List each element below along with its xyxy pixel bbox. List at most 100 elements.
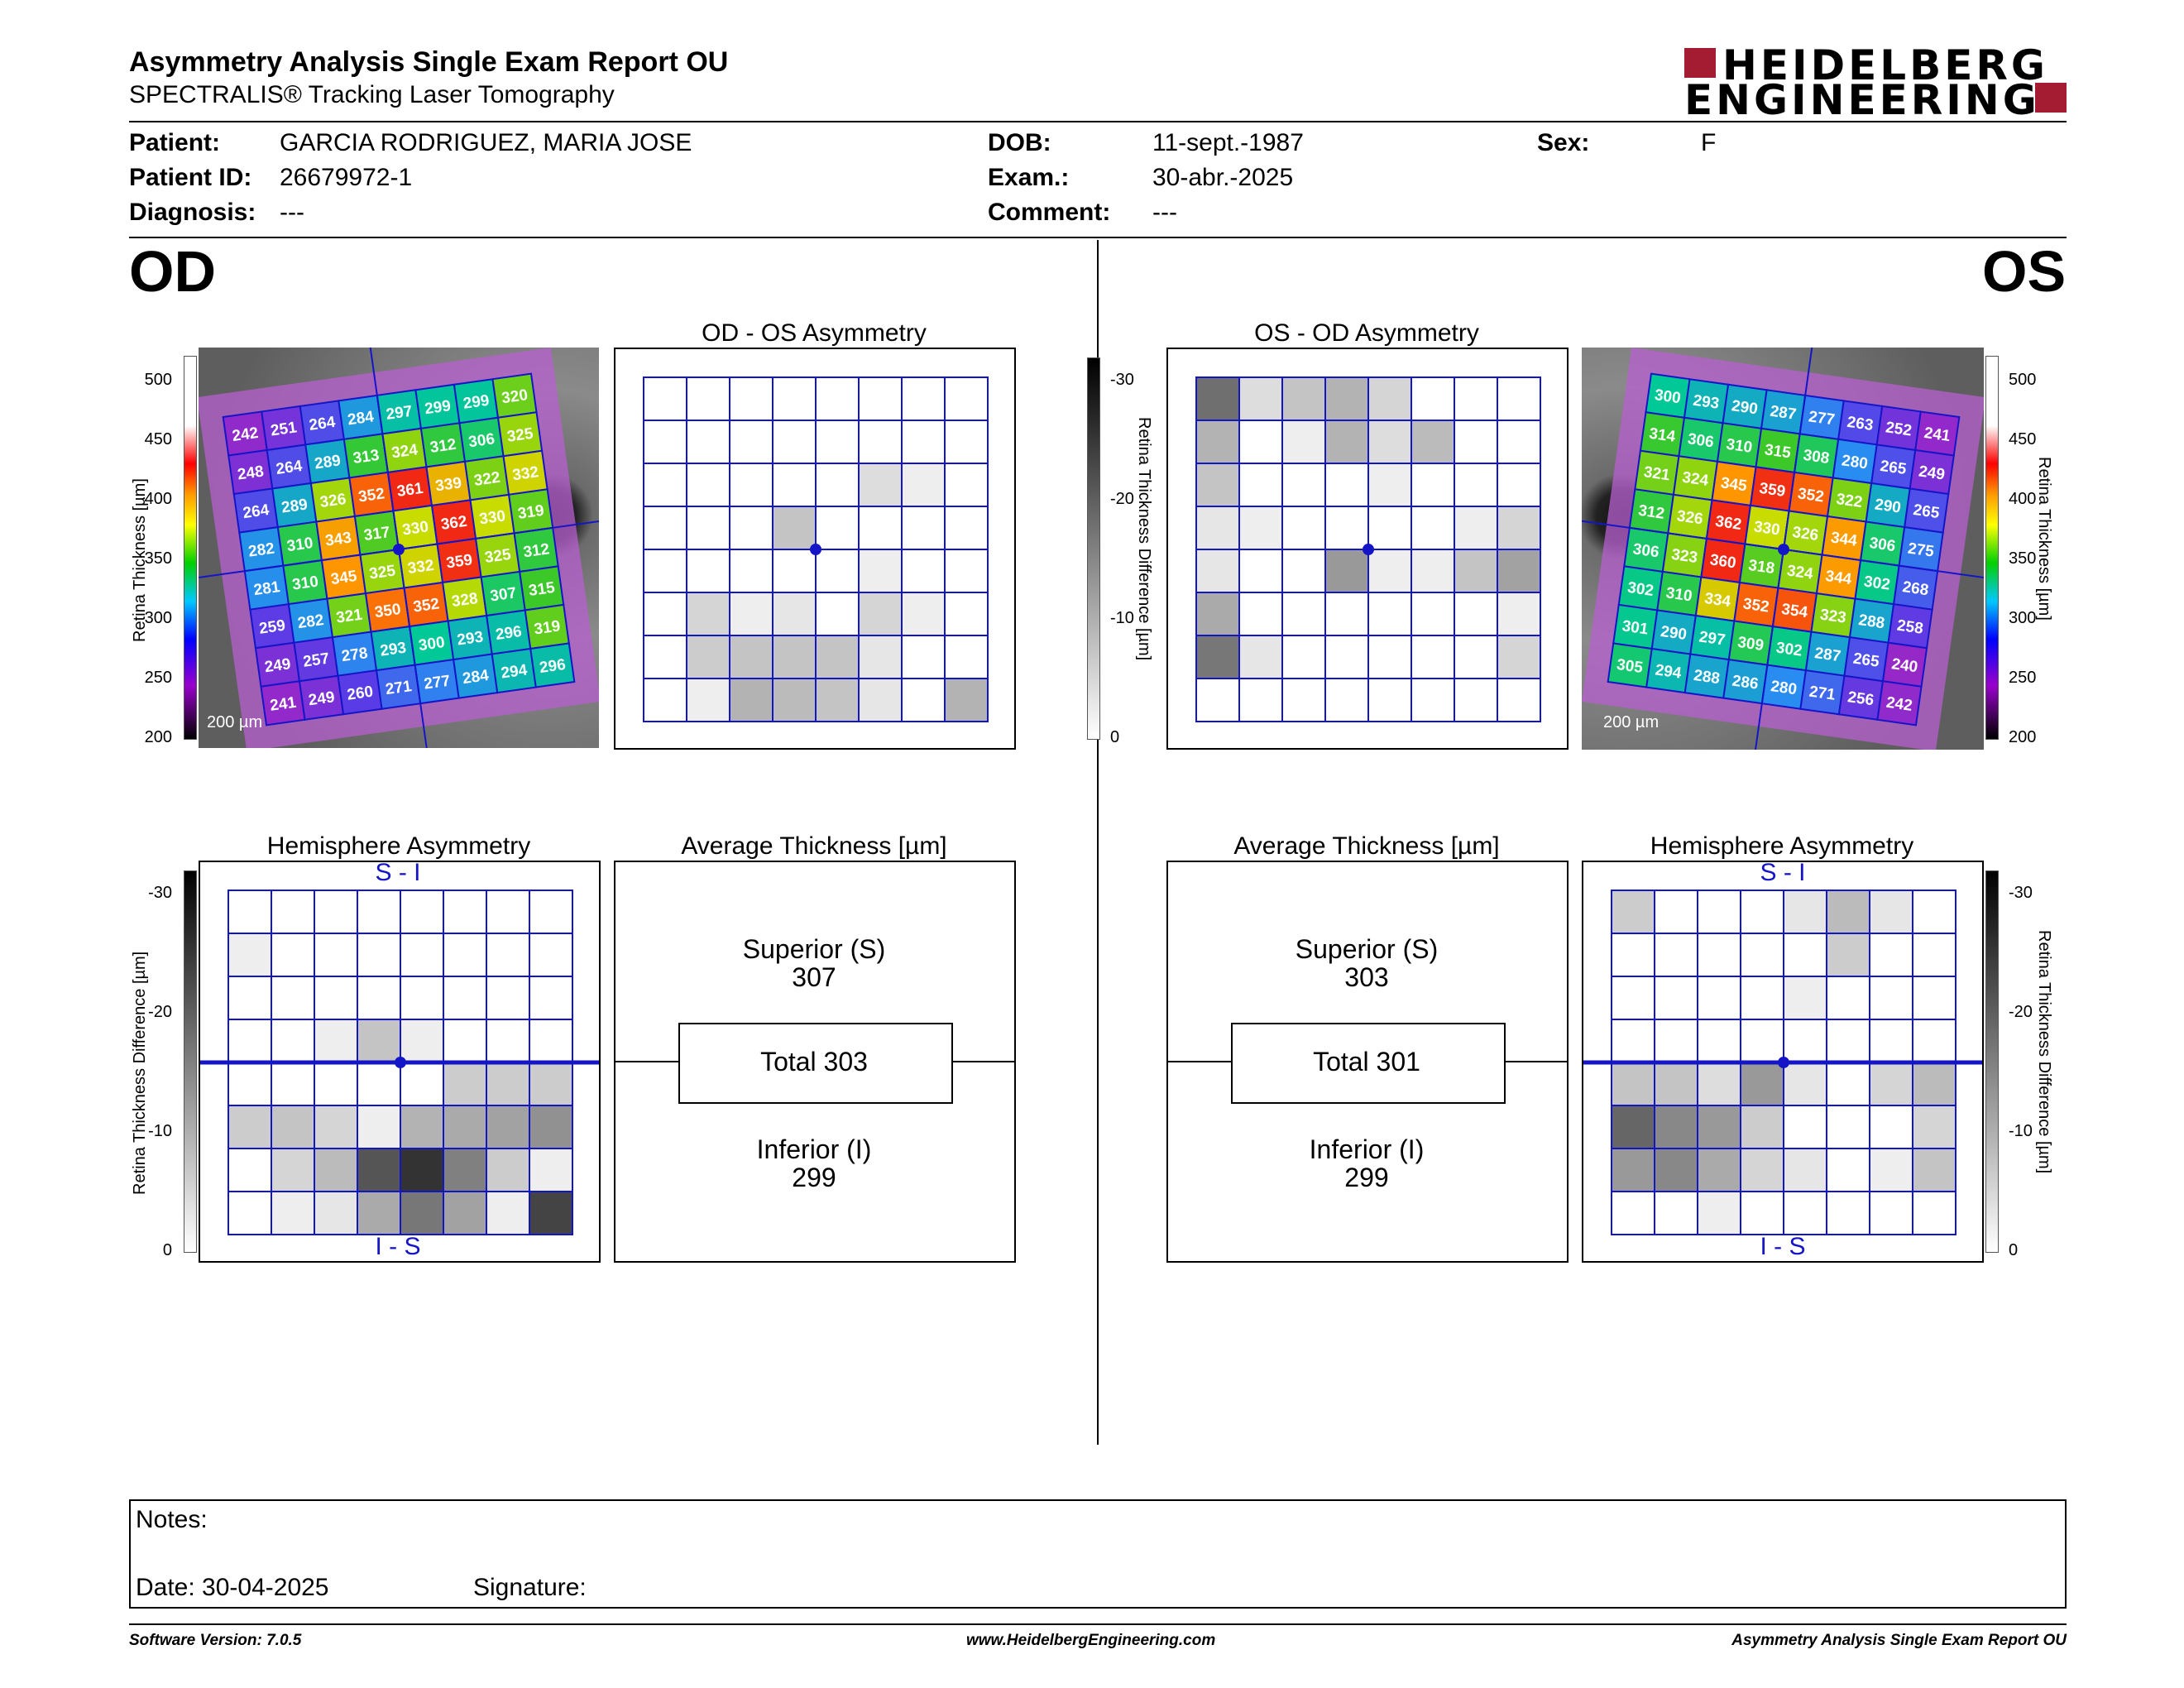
od-asym-cell [858,592,903,636]
axis-tick-label: 300 [2009,609,2037,627]
od-hemi-cell [443,1191,487,1235]
os-asym-cell [1324,592,1369,636]
od-hemi-bottom-label: I - S [375,1233,421,1260]
od-map-value: 281 [252,578,281,599]
os-map-value: 306 [1631,540,1660,561]
od-map-value: 325 [484,546,513,567]
axis-tick-label: -30 [2009,884,2033,902]
os-map-value: 287 [1813,645,1842,665]
os-map-value: 290 [1874,496,1902,516]
od-thickness-map: 242 251 264 284 297 299 299 320 248 264 289 313 324 3… [199,348,599,748]
os-map-value: 302 [1775,640,1803,660]
os-hemi-cell [1654,1019,1698,1063]
os-hemi-cell [1654,1105,1698,1149]
os-map-value: 324 [1786,562,1815,583]
os-hemi-axis-label: Retina Thickness Difference [µm] [2035,930,2053,1174]
os-hemi-cell [1654,933,1698,977]
od-hemi-cell [486,976,530,1020]
od-hemi-colorbar [184,870,197,1253]
os-hemi-cell [1740,890,1784,934]
od-map-value: 310 [291,573,319,594]
od-asym-cell [858,506,903,550]
os-asym-cell [1324,635,1369,679]
od-map-value: 241 [269,694,298,715]
os-asym-cell [1281,463,1326,507]
os-map-value: 322 [1835,491,1863,511]
od-hemi-cell [400,1019,444,1063]
od-asym-cell [815,463,860,507]
od-hemi-cell [357,1019,401,1063]
od-hemi-cell [529,1019,573,1063]
os-asym-cell [1367,592,1412,636]
os-hemi-cell [1697,976,1741,1020]
diagnosis-label: Diagnosis: [129,199,256,226]
od-map-value: 330 [478,507,506,528]
od-asym-cell [944,376,989,421]
os-hemi-cell [1826,976,1870,1020]
od-hemi-cell [529,1105,573,1149]
os-hemi-cell [1697,1105,1741,1149]
os-hemi-cell [1697,1148,1741,1192]
os-asym-cell [1281,678,1326,722]
os-hemi-cell [1611,890,1655,934]
os-asym-cell [1410,506,1455,550]
od-asym-cell [944,678,989,722]
od-asym-cell [901,678,946,722]
od-asym-cell [686,420,730,464]
os-map-value: 290 [1731,397,1759,418]
os-hemi-cell [1611,1062,1655,1106]
axis-tick-label: -20 [2009,1003,2033,1021]
os-average-title: Average Thickness [µm] [1233,832,1500,860]
os-hemi-cell [1869,1191,1913,1235]
signature-label: Signature: [473,1574,587,1601]
notes-box: Notes: Date: 30-04-2025 Signature: [129,1499,2067,1609]
od-map-value: 299 [462,392,491,413]
os-map-value: 315 [1764,441,1793,462]
os-asym-cell [1454,549,1498,593]
os-asym-cell [1324,463,1369,507]
od-map-value: 330 [401,518,429,539]
os-map-value: 300 [1654,386,1682,407]
od-map-value: 315 [528,579,557,600]
os-hemi-cell [1783,976,1827,1020]
os-thickness-colorbar [1985,356,1999,740]
os-hemi-cell [1912,976,1956,1020]
od-map-value: 362 [440,513,468,534]
os-asym-cell [1324,549,1369,593]
od-asym-cell [686,549,730,593]
os-asymmetry-title: OS - OD Asymmetry [1254,319,1479,347]
od-asym-cell [772,549,817,593]
od-asym-cell [643,592,687,636]
od-hemi-cell [228,976,272,1020]
od-asym-cell [686,506,730,550]
od-average-panel: Superior (S) 307 Total 303 Inferior (I) … [614,861,1016,1263]
od-asym-cell [815,678,860,722]
od-asym-cell [643,506,687,550]
od-asym-cell [944,549,989,593]
os-hemi-cell [1697,1191,1741,1235]
exam-label: Exam.: [988,164,1070,191]
company-website[interactable]: www.HeidelbergEngineering.com [966,1632,1216,1649]
od-hemi-cell [443,1062,487,1106]
os-map-value: 305 [1616,656,1645,677]
od-map-value: 325 [368,562,397,583]
od-map-value: 352 [412,595,440,616]
os-asym-cell [1454,463,1498,507]
od-hemi-cell [271,890,315,934]
os-asym-cell [1324,376,1369,421]
od-asym-cell [686,678,730,722]
od-map-value: 251 [270,419,299,439]
od-map-value: 277 [423,673,451,693]
os-map-value: 286 [1731,673,1759,693]
os-asym-cell [1367,376,1412,421]
os-asym-cell [1454,635,1498,679]
os-map-value: 293 [1692,392,1720,413]
axis-tick-label: 500 [144,371,172,389]
od-map-value: 271 [385,678,414,698]
software-version: Software Version: 7.0.5 [129,1632,302,1649]
os-asym-cell [1367,635,1412,679]
os-asym-cell [1238,506,1283,550]
os-hemi-cell [1740,976,1784,1020]
os-inferior-value: 299 [1344,1163,1389,1192]
os-map-value: 288 [1857,611,1885,632]
